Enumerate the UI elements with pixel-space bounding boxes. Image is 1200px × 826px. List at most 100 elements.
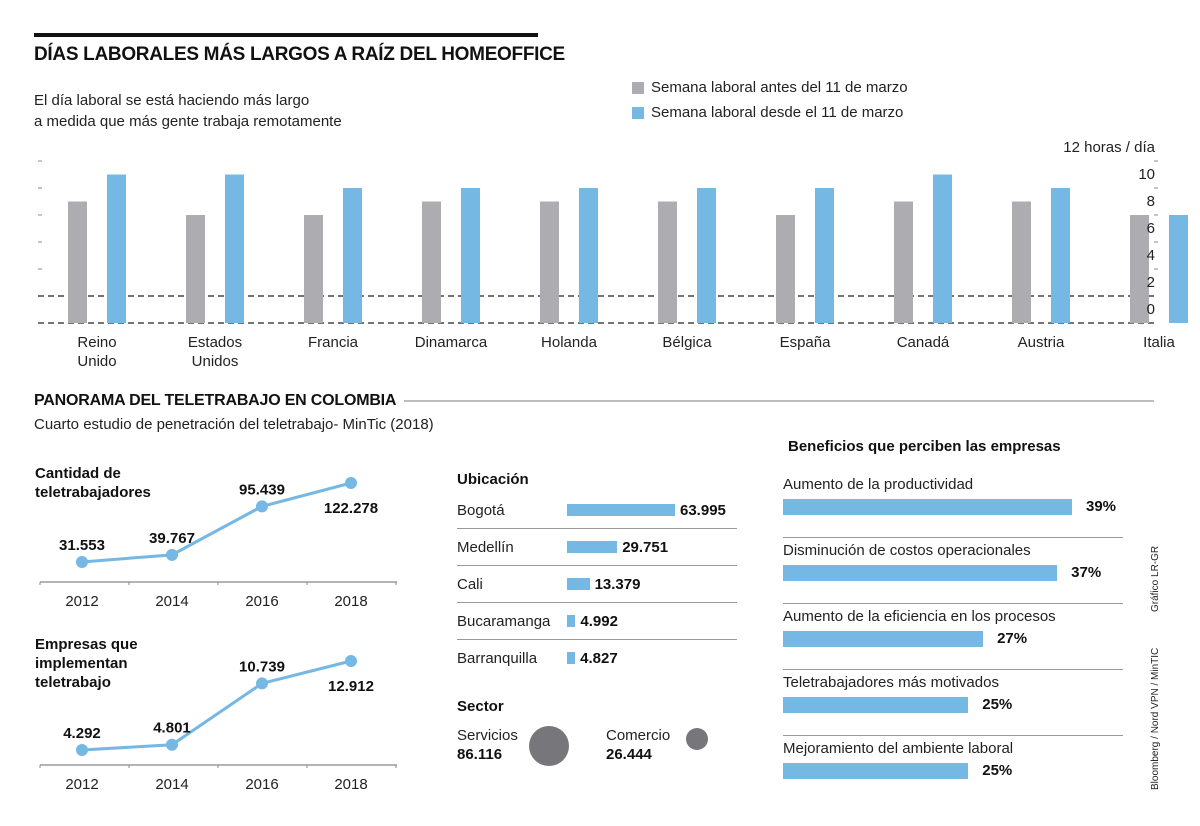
data-label: 4.801 <box>153 720 191 737</box>
benefit-row: Mejoramiento del ambiente laboral 25% <box>783 736 1123 801</box>
x-tick-label: 2018 <box>334 776 367 793</box>
sector-servicios-value: 86.116 <box>457 746 503 763</box>
sector-comercio-bubble <box>685 727 709 751</box>
data-label: 39.767 <box>149 530 195 547</box>
location-value: 63.995 <box>680 501 726 519</box>
teleworkers-line-chart: 31.553 2012 39.767 2014 95.439 2016 122.278 201… <box>39 477 397 610</box>
line-chart-1-title-line-1: Cantidad de <box>35 465 121 482</box>
benefit-value: 25% <box>982 762 1013 779</box>
subtitle-line-2: a medida que más gente trabaja remotamen… <box>34 113 342 130</box>
x-tick-label: Bélgica <box>662 334 712 351</box>
data-point <box>76 744 88 756</box>
legend-swatch-after <box>632 106 644 119</box>
y-tick-label: 8 <box>1147 193 1155 210</box>
bar-chart-bars <box>68 174 1188 323</box>
data-label: 95.439 <box>239 481 285 498</box>
legend-label-after: Semana laboral desde el 11 de marzo <box>651 104 904 121</box>
location-value: 13.379 <box>594 575 641 593</box>
line-chart-1-title: Cantidad de teletrabajadores <box>35 464 151 502</box>
section-divider <box>404 400 1154 402</box>
page-title: DÍAS LABORALES MÁS LARGOS A RAÍZ DEL HOM… <box>34 44 565 65</box>
location-bar <box>567 615 576 627</box>
y-tick-label: 12 horas / día <box>1063 139 1155 156</box>
y-tick-label: 6 <box>1147 220 1155 237</box>
benefit-value: 25% <box>982 696 1013 713</box>
location-row: Medellín 29.751 <box>457 529 737 566</box>
location-city: Cali <box>457 575 483 593</box>
x-tick-label: Unidos <box>192 353 239 370</box>
legend-swatch-before <box>632 81 644 94</box>
x-tick-label: Holanda <box>541 334 598 351</box>
x-tick-label: Reino <box>77 334 116 351</box>
bar-before <box>422 201 441 323</box>
bar-before <box>894 201 913 323</box>
location-row: Bucaramanga 4.992 <box>457 603 737 640</box>
location-row: Bogotá 63.995 <box>457 492 737 529</box>
benefit-bar <box>783 630 984 647</box>
bar-chart-y-ticks: 12 horas / día 10 8 6 4 2 0 <box>1063 139 1155 318</box>
x-tick-label: España <box>780 334 832 351</box>
bar-after <box>933 174 952 323</box>
companies-line-chart: 4.292 2012 4.801 2014 10.739 2016 12.912 2018 <box>39 655 397 793</box>
location-city: Medellín <box>457 538 514 556</box>
x-tick-label: 2012 <box>65 776 98 793</box>
x-tick-label: 2016 <box>245 593 278 610</box>
benefit-bar <box>783 762 969 779</box>
location-bar <box>567 578 590 590</box>
x-tick-label: 2014 <box>155 593 188 610</box>
bar-before <box>186 215 205 323</box>
benefit-row: Aumento de la productividad 39% <box>783 472 1123 538</box>
section-subtitle-colombia: Cuarto estudio de penetración del teletr… <box>34 416 434 433</box>
sector-servicios-bubble <box>529 726 569 766</box>
location-row: Cali 13.379 <box>457 566 737 603</box>
benefit-bar <box>783 498 1072 515</box>
legend-item-after: Semana laboral desde el 11 de marzo <box>632 100 908 125</box>
benefits-bar-list: Aumento de la productividad 39% Disminució… <box>783 472 1123 801</box>
benefit-row: Teletrabajadores más motivados 25% <box>783 670 1123 736</box>
location-city: Bucaramanga <box>457 612 551 630</box>
location-title: Ubicación <box>457 471 529 488</box>
data-point <box>256 677 268 690</box>
y-tick-label: 4 <box>1147 247 1155 264</box>
subtitle-line-1: El día laboral se está haciendo más larg… <box>34 92 310 109</box>
benefit-bar-wrap: 25% <box>783 696 1123 713</box>
x-tick-label: 2012 <box>65 593 98 610</box>
bar-after <box>343 188 362 323</box>
data-point <box>345 477 357 489</box>
data-label: 31.553 <box>59 537 105 554</box>
benefit-value: 39% <box>1086 498 1117 515</box>
benefit-bar-wrap: 37% <box>783 564 1123 581</box>
x-tick-label: Estados <box>188 334 242 351</box>
bar-before <box>68 201 87 323</box>
benefit-label: Disminución de costos operacionales <box>783 542 1031 559</box>
x-tick-label: Austria <box>1018 334 1065 351</box>
legend-item-before: Semana laboral antes del 11 de marzo <box>632 75 908 100</box>
benefit-label: Aumento de la productividad <box>783 476 974 493</box>
location-city: Bogotá <box>457 501 505 519</box>
x-tick-label: 2014 <box>155 776 188 793</box>
bar-chart-legend: Semana laboral antes del 11 de marzo Sem… <box>632 75 908 125</box>
location-bar-list: Bogotá 63.995 Medellín 29.751 Cali 13.379 Buca… <box>457 492 737 676</box>
x-tick-label: 2018 <box>334 593 367 610</box>
benefit-bar-wrap: 25% <box>783 762 1123 779</box>
bar-chart-x-labels: Reino Unido Estados Unidos Francia Dinamarca H… <box>77 334 1175 370</box>
bar-after <box>579 188 598 323</box>
page-subtitle: El día laboral se está haciendo más larg… <box>34 90 342 132</box>
location-bar <box>567 652 576 664</box>
sector-title: Sector <box>457 698 504 715</box>
bar-after <box>1051 188 1070 323</box>
data-point <box>166 738 178 751</box>
bar-before <box>1012 201 1031 323</box>
data-label: 122.278 <box>324 500 378 517</box>
line-chart-2-title-line-2: implementan <box>35 655 128 672</box>
benefit-value: 27% <box>997 630 1028 647</box>
data-label: 4.292 <box>63 725 101 742</box>
bar-after <box>1169 215 1188 323</box>
data-point <box>345 655 357 667</box>
location-value: 29.751 <box>622 538 669 556</box>
top-rule <box>34 33 538 37</box>
data-point <box>256 500 268 513</box>
bar-before <box>776 215 795 323</box>
y-tick-label: 2 <box>1147 274 1155 291</box>
line-chart-2-title-line-1: Empresas que <box>35 636 138 653</box>
